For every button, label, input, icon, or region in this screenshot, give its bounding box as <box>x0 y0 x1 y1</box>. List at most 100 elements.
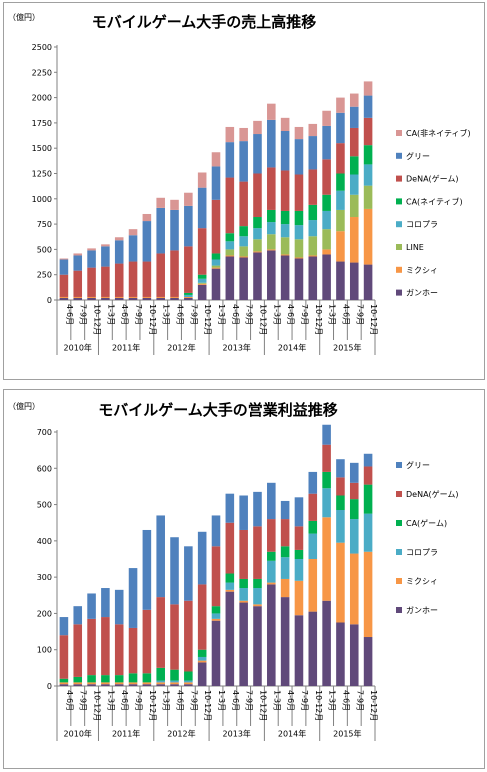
bar-segment <box>363 145 373 165</box>
bar-segment <box>142 296 152 298</box>
x-tick-label: 4-6月 <box>120 304 129 325</box>
bar-segment <box>294 174 304 211</box>
bar-segment <box>197 172 207 188</box>
bar-segment <box>73 606 83 625</box>
bar-segment <box>142 529 152 610</box>
bar-segment <box>211 620 221 686</box>
bar-segment <box>156 296 165 298</box>
bar-segment <box>294 139 304 175</box>
bar-segment <box>114 675 124 683</box>
bar-segment <box>239 256 248 258</box>
x-tick-label: 4-6月 <box>341 690 350 711</box>
bar-segment <box>87 296 96 298</box>
bar-segment <box>197 274 207 279</box>
bar-segment <box>156 297 165 300</box>
bar-segment <box>336 112 345 144</box>
x-tick-label: 7-9月 <box>355 304 364 325</box>
x-tick-label: 10-12月 <box>258 304 267 335</box>
bar-segment <box>73 270 83 297</box>
bar-segment <box>267 582 276 585</box>
y-tick-label: 2250 <box>32 68 52 77</box>
bar-segment <box>280 255 290 300</box>
y-tick-label: 700 <box>37 428 52 437</box>
bar-segment <box>59 297 69 300</box>
bar-segment <box>280 500 290 520</box>
year-label: 2014年 <box>278 343 306 353</box>
x-tick-label: 10-12月 <box>203 690 212 721</box>
bar-segment <box>253 173 262 218</box>
bar-segment <box>267 209 276 223</box>
bar-segment <box>294 497 304 527</box>
bar-segment <box>142 684 152 686</box>
bar-segment <box>336 143 345 174</box>
bar-segment <box>267 482 276 520</box>
bar-segment <box>197 284 207 300</box>
y-tick-label: 100 <box>37 646 52 655</box>
y-tick-label: 2500 <box>32 43 52 52</box>
x-tick-label: 10-12月 <box>148 690 157 721</box>
legend-swatch <box>396 266 402 273</box>
bar-segment <box>142 297 152 300</box>
bar-segment <box>349 194 359 218</box>
bar-segment <box>322 424 331 445</box>
bar-segment <box>294 239 304 258</box>
bar-segment <box>322 125 331 160</box>
bar-segment <box>253 252 262 300</box>
bar-segment <box>225 142 235 178</box>
bar-segment <box>156 680 165 683</box>
bar-segment <box>59 682 69 685</box>
legend-label: ミクシィ <box>406 266 438 275</box>
y-unit-label: （億円） <box>8 401 40 411</box>
bar-segment <box>349 624 359 686</box>
bar-segment <box>267 103 276 120</box>
legend-swatch <box>396 520 402 526</box>
bar-segment <box>170 296 179 298</box>
x-tick-label: 7-9月 <box>134 304 143 325</box>
bar-segment <box>156 684 165 686</box>
bar-segment <box>253 239 262 252</box>
x-tick-label: 4-6月 <box>286 690 295 711</box>
bar-segment <box>349 217 359 263</box>
bar-segment <box>73 296 83 298</box>
bar-segment <box>225 233 235 242</box>
x-tick-label: 4-6月 <box>176 690 185 711</box>
bar-segment <box>225 582 235 590</box>
y-tick-label: 1000 <box>32 195 52 204</box>
bar-segment <box>349 156 359 175</box>
bar-segment <box>280 210 290 225</box>
bar-segment <box>253 134 262 174</box>
sales-chart: モバイルゲーム大手の売上高推移 （億円） 0 250 500 750 1000 1250 150… <box>8 12 471 355</box>
year-label: 2010年 <box>64 343 92 353</box>
y-tick-label: 500 <box>37 501 52 510</box>
bar-segment <box>197 660 207 663</box>
bar-segment <box>87 297 96 300</box>
x-tick-label: 7-9月 <box>189 304 198 325</box>
bar-segment <box>114 684 124 686</box>
bar-segment <box>308 256 318 300</box>
bar-segment <box>73 255 83 271</box>
bar-segment <box>267 222 276 235</box>
bar-segment <box>363 551 373 638</box>
legend-swatch <box>396 244 402 250</box>
bar-segment <box>253 588 262 605</box>
legend-label: CA(ゲーム) <box>406 518 447 528</box>
bar-segment <box>156 207 165 254</box>
year-label: 2015年 <box>333 343 361 353</box>
legend-label: LINE <box>406 243 424 252</box>
bar-segment <box>363 466 373 485</box>
bar-segment <box>225 241 235 250</box>
legend-swatch <box>396 491 402 497</box>
bar-segment <box>211 606 221 614</box>
x-tick-label: 1-3月 <box>106 690 115 711</box>
year-label: 2012年 <box>167 729 195 739</box>
bar-segment <box>128 627 138 674</box>
bar-segment <box>322 159 331 195</box>
bar-segment <box>322 444 331 472</box>
bar-segment <box>211 259 221 266</box>
bar-segment <box>280 254 290 256</box>
bar-segment <box>142 221 152 262</box>
bar-segment <box>239 602 248 686</box>
bar-segment <box>308 220 318 237</box>
legend-swatch <box>396 152 402 159</box>
bar-segment <box>349 262 359 300</box>
